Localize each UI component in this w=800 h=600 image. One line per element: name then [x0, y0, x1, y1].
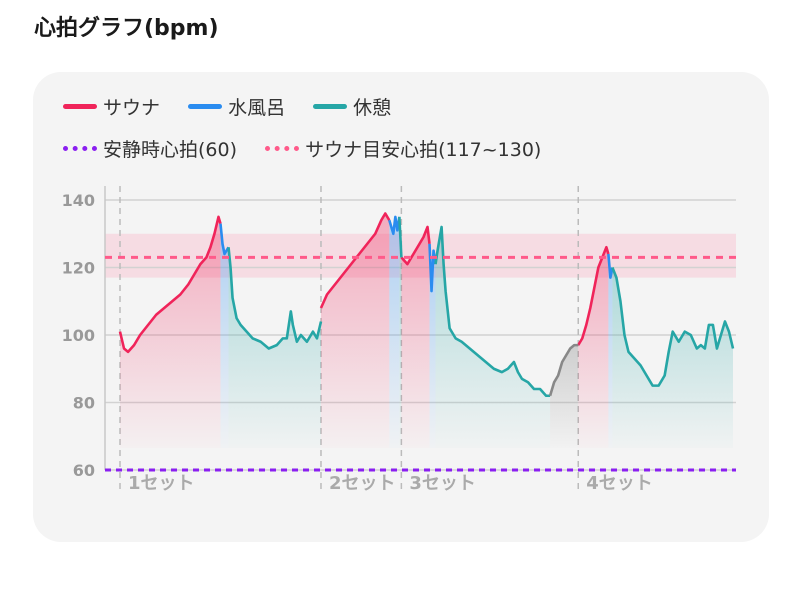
legend-item-resting-hr: 安静時心拍(60): [63, 135, 237, 162]
legend-label-resting-hr: 安静時心拍(60): [103, 139, 238, 161]
y-tick-label: 100: [62, 326, 95, 345]
resting-hr-swatch-icon: [63, 146, 97, 151]
series-area: [550, 345, 579, 448]
series-line: [400, 225, 431, 266]
series-line: [219, 223, 230, 256]
series-area: [320, 213, 390, 448]
series-line: [434, 225, 551, 398]
series-area: [220, 223, 229, 448]
legend-item-rest: 休憩: [313, 93, 391, 120]
series-line: [611, 267, 735, 387]
series-area: [389, 216, 400, 448]
legend-row-1: サウナ 水風呂 休憩: [63, 92, 413, 120]
legend-item-cold-bath: 水風呂: [188, 93, 285, 120]
rest-swatch-icon: [313, 104, 348, 109]
set-label: 2セット: [329, 473, 396, 494]
series-area: [578, 247, 609, 448]
series-area: [435, 227, 551, 448]
page-title: 心拍グラフ(bpm): [34, 16, 219, 41]
y-tick-label: 60: [73, 461, 95, 480]
series-line: [607, 253, 614, 279]
set-label: 4セット: [586, 473, 653, 494]
y-tick-label: 140: [62, 191, 95, 210]
cold-bath-swatch-icon: [188, 104, 223, 109]
legend-item-sauna-target: サウナ目安心拍(117~130): [265, 135, 541, 162]
legend-label-sauna: サウナ: [103, 97, 161, 119]
series-area: [429, 243, 436, 448]
series-line: [548, 343, 579, 397]
series-area: [401, 227, 430, 448]
legend-label-cold-bath: 水風呂: [228, 97, 286, 119]
series-line: [577, 245, 610, 346]
sauna-swatch-icon: [63, 104, 97, 109]
legend-item-sauna: サウナ: [63, 93, 160, 120]
set-label: 1セット: [128, 473, 195, 494]
series-area: [228, 247, 321, 448]
series-area: [608, 254, 613, 448]
y-tick-label: 80: [73, 394, 95, 413]
series-area: [399, 216, 402, 448]
series-area: [612, 267, 733, 448]
series-line: [388, 215, 401, 236]
series-line: [227, 247, 323, 350]
series-line: [319, 212, 391, 309]
sauna-target-swatch-icon: [265, 146, 300, 151]
set-label: 3セット: [409, 473, 476, 494]
series-line: [398, 216, 403, 258]
series-line: [118, 215, 222, 354]
legend-label-rest: 休憩: [353, 97, 392, 119]
y-tick-label: 120: [62, 259, 95, 278]
legend-row-2: 安静時心拍(60) サウナ目安心拍(117~130): [63, 134, 563, 162]
legend-label-sauna-target: サウナ目安心拍(117~130): [305, 139, 542, 161]
